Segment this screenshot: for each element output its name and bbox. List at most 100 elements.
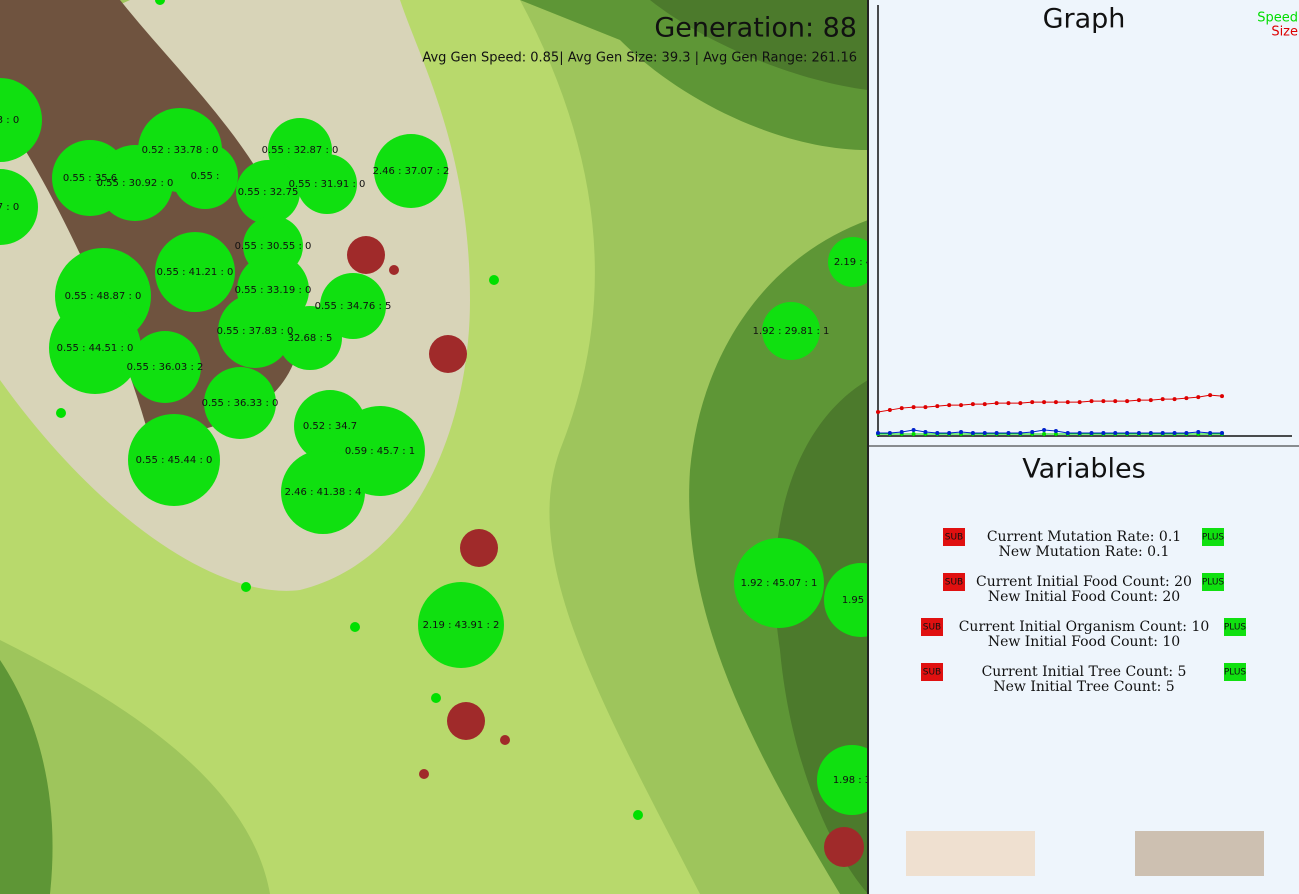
organism (204, 367, 276, 439)
data-point (1196, 395, 1201, 400)
plus-button[interactable] (1224, 663, 1246, 681)
data-point (935, 431, 940, 436)
data-point (1006, 431, 1011, 436)
organism-label: 2.19 : 4 (834, 257, 872, 268)
data-point (1113, 399, 1118, 404)
organism-label: 0.55 : 37.83 : 0 (217, 326, 294, 337)
sub-button[interactable] (943, 528, 965, 546)
variables-title: Variables (1022, 454, 1145, 485)
data-point (970, 402, 975, 407)
data-point (1220, 394, 1224, 399)
organism-label: 0.55 : 34.76 : 5 (315, 301, 392, 312)
data-point (1042, 432, 1047, 437)
data-point (1172, 397, 1177, 402)
button[interactable] (1135, 831, 1264, 876)
generation: Generation: 88 (654, 13, 857, 44)
food (431, 693, 441, 703)
sub-button[interactable] (921, 663, 943, 681)
current-value: Current Mutation Rate: 0.1 (987, 529, 1181, 545)
sub-label: SUB (945, 578, 963, 588)
food-layer (56, 0, 864, 867)
terrain (650, 0, 868, 90)
sub-label: SUB (923, 623, 941, 633)
organism (734, 538, 824, 628)
food (56, 408, 66, 418)
current-value: Current Initial Organism Count: 10 (959, 619, 1210, 635)
organism-label: 0.59 : 45.7 : 1 (345, 446, 415, 457)
organism-label: 1.95 : 4 (842, 595, 880, 606)
organism (762, 302, 820, 360)
data-point (959, 430, 964, 435)
data-point (1089, 431, 1094, 436)
data-point (1125, 431, 1130, 436)
sub-button[interactable] (921, 618, 943, 636)
legend-entry: Speed (1257, 11, 1298, 26)
organism (128, 414, 220, 506)
organism-label: 0.55 : 45.44 : 0 (136, 455, 213, 466)
data-point (1053, 400, 1058, 405)
data-point (1006, 401, 1011, 406)
plus-button[interactable] (1202, 528, 1224, 546)
data-point (911, 405, 916, 410)
data-point (1184, 431, 1189, 436)
fruit (447, 702, 485, 740)
current-value: Current Initial Tree Count: 5 (982, 664, 1187, 680)
data-point (923, 430, 928, 435)
data-point (1172, 431, 1177, 436)
organism-label: 1.92 : 29.81 : 1 (753, 326, 830, 337)
organism-label: 0.55 : 31.91 : 0 (289, 179, 366, 190)
data-point (994, 431, 999, 436)
organism (236, 160, 300, 224)
organism-label: 0.55 : 48.87 : 0 (65, 291, 142, 302)
food (489, 275, 499, 285)
organism-label: 32.68 : 5 (288, 333, 333, 344)
data-point (911, 428, 916, 433)
data-point (970, 431, 975, 436)
data-point (876, 431, 880, 436)
new-value: New Mutation Rate: 0.1 (999, 544, 1170, 560)
sub-button[interactable] (943, 573, 965, 591)
data-point (1101, 399, 1106, 404)
data-point (1220, 431, 1224, 436)
data-point (1148, 431, 1153, 436)
organism-label: 0.55 : 41.21 : 0 (157, 267, 234, 278)
food (633, 810, 643, 820)
plus-label: PLUS (1224, 623, 1247, 633)
button[interactable] (906, 831, 1035, 876)
organism-label: 0.55 : 32.75 (238, 187, 299, 198)
data-point (1101, 431, 1106, 436)
fruit (419, 769, 429, 779)
organism-label: 1.98 : 3 (833, 775, 871, 786)
data-point (1053, 429, 1058, 434)
organism-label: 2.19 : 43.91 : 2 (423, 620, 500, 631)
data-point (1125, 399, 1130, 404)
data-point (1030, 400, 1035, 405)
organism-label: 0.52 : 33.78 : 0 (142, 145, 219, 156)
data-point (887, 431, 892, 436)
plus-button[interactable] (1202, 573, 1224, 591)
organism-label: 8.77 : 0 (0, 202, 19, 213)
fruit (824, 827, 864, 867)
food (155, 0, 165, 5)
organism-label: 0.55 : 36.03 : 2 (127, 362, 204, 373)
organism (172, 143, 238, 209)
data-point (959, 403, 964, 408)
data-point (1018, 401, 1023, 406)
organism-label: 0.55 : (191, 171, 220, 182)
data-point (1184, 396, 1189, 401)
fruit (460, 529, 498, 567)
data-point (1018, 431, 1023, 436)
data-point (1065, 431, 1070, 436)
plus-label: PLUS (1224, 668, 1247, 678)
data-point (1196, 430, 1201, 435)
organism (0, 78, 42, 162)
organism (129, 331, 201, 403)
organism-label: 0.55 : 30.92 : 0 (97, 178, 174, 189)
plus-button[interactable] (1224, 618, 1246, 636)
data-point (887, 408, 892, 413)
fruit (500, 735, 510, 745)
data-point (1160, 431, 1165, 436)
